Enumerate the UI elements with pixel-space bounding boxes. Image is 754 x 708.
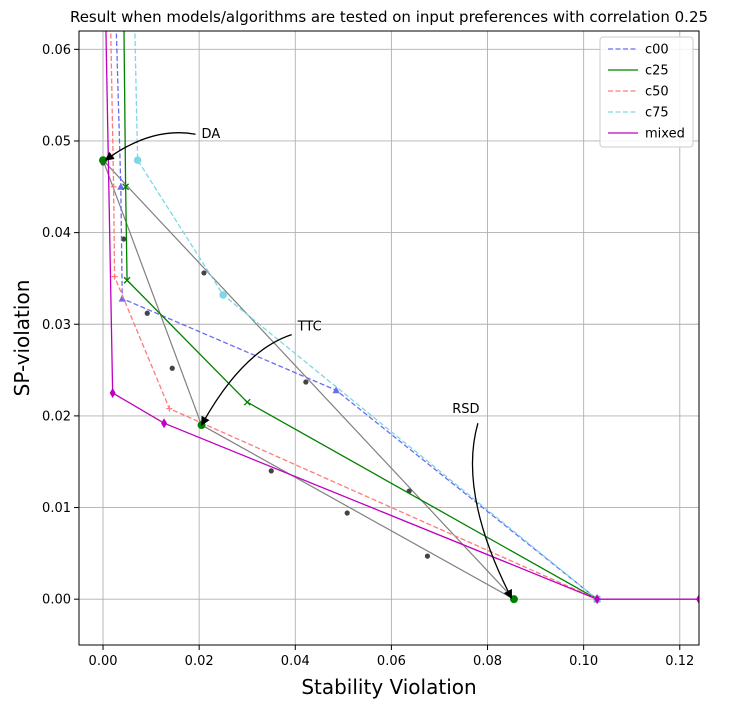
annotation-label: RSD — [452, 402, 479, 417]
reference-line — [102, 160, 203, 426]
y-tick-label: 0.00 — [42, 593, 71, 608]
plot-area — [99, 31, 699, 605]
reference-point — [344, 510, 350, 516]
series-point-c25 — [243, 398, 251, 406]
y-tick-label: 0.06 — [42, 43, 71, 58]
reference-point — [303, 379, 309, 385]
series-point-mixed — [594, 594, 601, 605]
y-tick-label: 0.03 — [42, 318, 71, 333]
y-tick-label: 0.01 — [42, 501, 71, 516]
y-axis-title: SP-violation — [10, 280, 34, 397]
axes: 0.00 0.02 0.04 0.06 0.08 0.10 0.12 0.00 0.01 0.02… — [42, 43, 694, 669]
reference-point — [201, 270, 207, 276]
series-point-c50 — [110, 183, 117, 190]
legend-label-c25: c25 — [645, 64, 669, 79]
series-point-c50 — [111, 273, 118, 280]
annotation-label: TTC — [297, 320, 322, 335]
series-point-c00 — [118, 294, 126, 302]
x-tick-label: 0.10 — [569, 654, 598, 669]
series-line-c00 — [115, 31, 598, 600]
marker-stroke — [123, 276, 131, 284]
series-point-mixed — [161, 418, 168, 429]
y-tick-label: 0.05 — [42, 134, 71, 149]
series-point-c25 — [123, 276, 131, 284]
series-line-c25 — [123, 31, 598, 600]
annotation-arrow — [471, 422, 513, 600]
legend-box — [599, 36, 694, 148]
plot-frame — [78, 30, 700, 646]
series-point-c25 — [122, 183, 130, 191]
reference-point — [268, 468, 274, 474]
series-line-c75 — [134, 31, 598, 600]
y-tick-label: 0.02 — [42, 409, 71, 424]
series-point-c00 — [332, 386, 340, 394]
series-point-c50 — [166, 405, 173, 412]
annotation-arrow — [104, 132, 196, 161]
annotation-label: DA — [202, 127, 221, 142]
series-point-mixed — [696, 594, 699, 605]
annotations: DA TTC RSD — [104, 127, 513, 600]
marker-stroke — [122, 183, 130, 191]
chart-title: Result when models/algorithms are tested… — [70, 8, 708, 26]
x-tick-label: 0.04 — [281, 654, 310, 669]
legend-label-c00: c00 — [645, 43, 669, 58]
series-point-c75 — [219, 291, 227, 299]
x-axis-title: Stability Violation — [301, 675, 476, 699]
legend-label-c50: c50 — [645, 85, 669, 100]
x-tick-label: 0.08 — [473, 654, 502, 669]
marker-stroke — [243, 398, 251, 406]
reference-line — [102, 159, 515, 600]
reference-point — [424, 553, 431, 559]
reference-point — [121, 236, 127, 242]
annotation-arrow — [200, 334, 292, 426]
legend: c00 c25 c50 c75 mixed — [599, 36, 694, 148]
reference-line — [201, 424, 515, 600]
x-tick-label: 0.06 — [377, 654, 406, 669]
reference-point — [144, 310, 150, 316]
series-point-mixed — [109, 387, 116, 398]
reference-point — [169, 365, 175, 371]
series-point-c75 — [133, 156, 142, 165]
legend-label-c75: c75 — [645, 106, 669, 121]
x-tick-label: 0.02 — [185, 654, 214, 669]
x-tick-label: 0.00 — [89, 654, 118, 669]
x-tick-label: 0.12 — [665, 654, 694, 669]
y-tick-label: 0.04 — [42, 226, 71, 241]
series-point-c00 — [117, 182, 125, 190]
legend-label-mixed: mixed — [645, 127, 685, 142]
